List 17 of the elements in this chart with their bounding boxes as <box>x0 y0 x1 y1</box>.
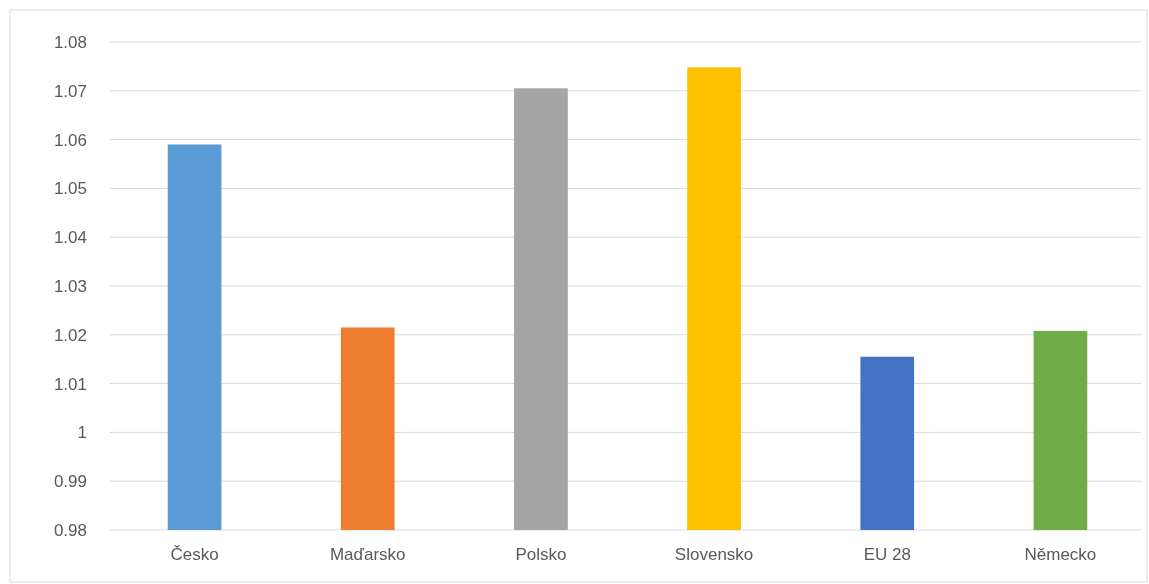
y-tick-label: 0.98 <box>53 520 87 540</box>
y-tick-label: 1.03 <box>53 276 87 296</box>
y-tick-label: 1.04 <box>53 228 87 248</box>
x-tick-label: Slovensko <box>674 545 754 564</box>
x-tick-label: Česko <box>170 545 219 564</box>
y-tick-label: 1.05 <box>53 179 87 199</box>
x-tick-label: Německo <box>1024 545 1097 564</box>
x-tick-label: Polsko <box>515 545 567 564</box>
y-tick-label: 1.07 <box>53 81 87 101</box>
y-tick-label: 1.06 <box>53 130 87 150</box>
y-tick-label: 0.99 <box>53 472 87 492</box>
y-tick-label: 1 <box>77 423 87 443</box>
y-tick-label: 1.02 <box>53 325 87 345</box>
x-tick-label: EU 28 <box>863 545 911 564</box>
x-tick-label: Maďarsko <box>329 545 406 564</box>
y-tick-label: 1.08 <box>53 32 87 52</box>
y-tick-label: 1.01 <box>53 374 87 394</box>
